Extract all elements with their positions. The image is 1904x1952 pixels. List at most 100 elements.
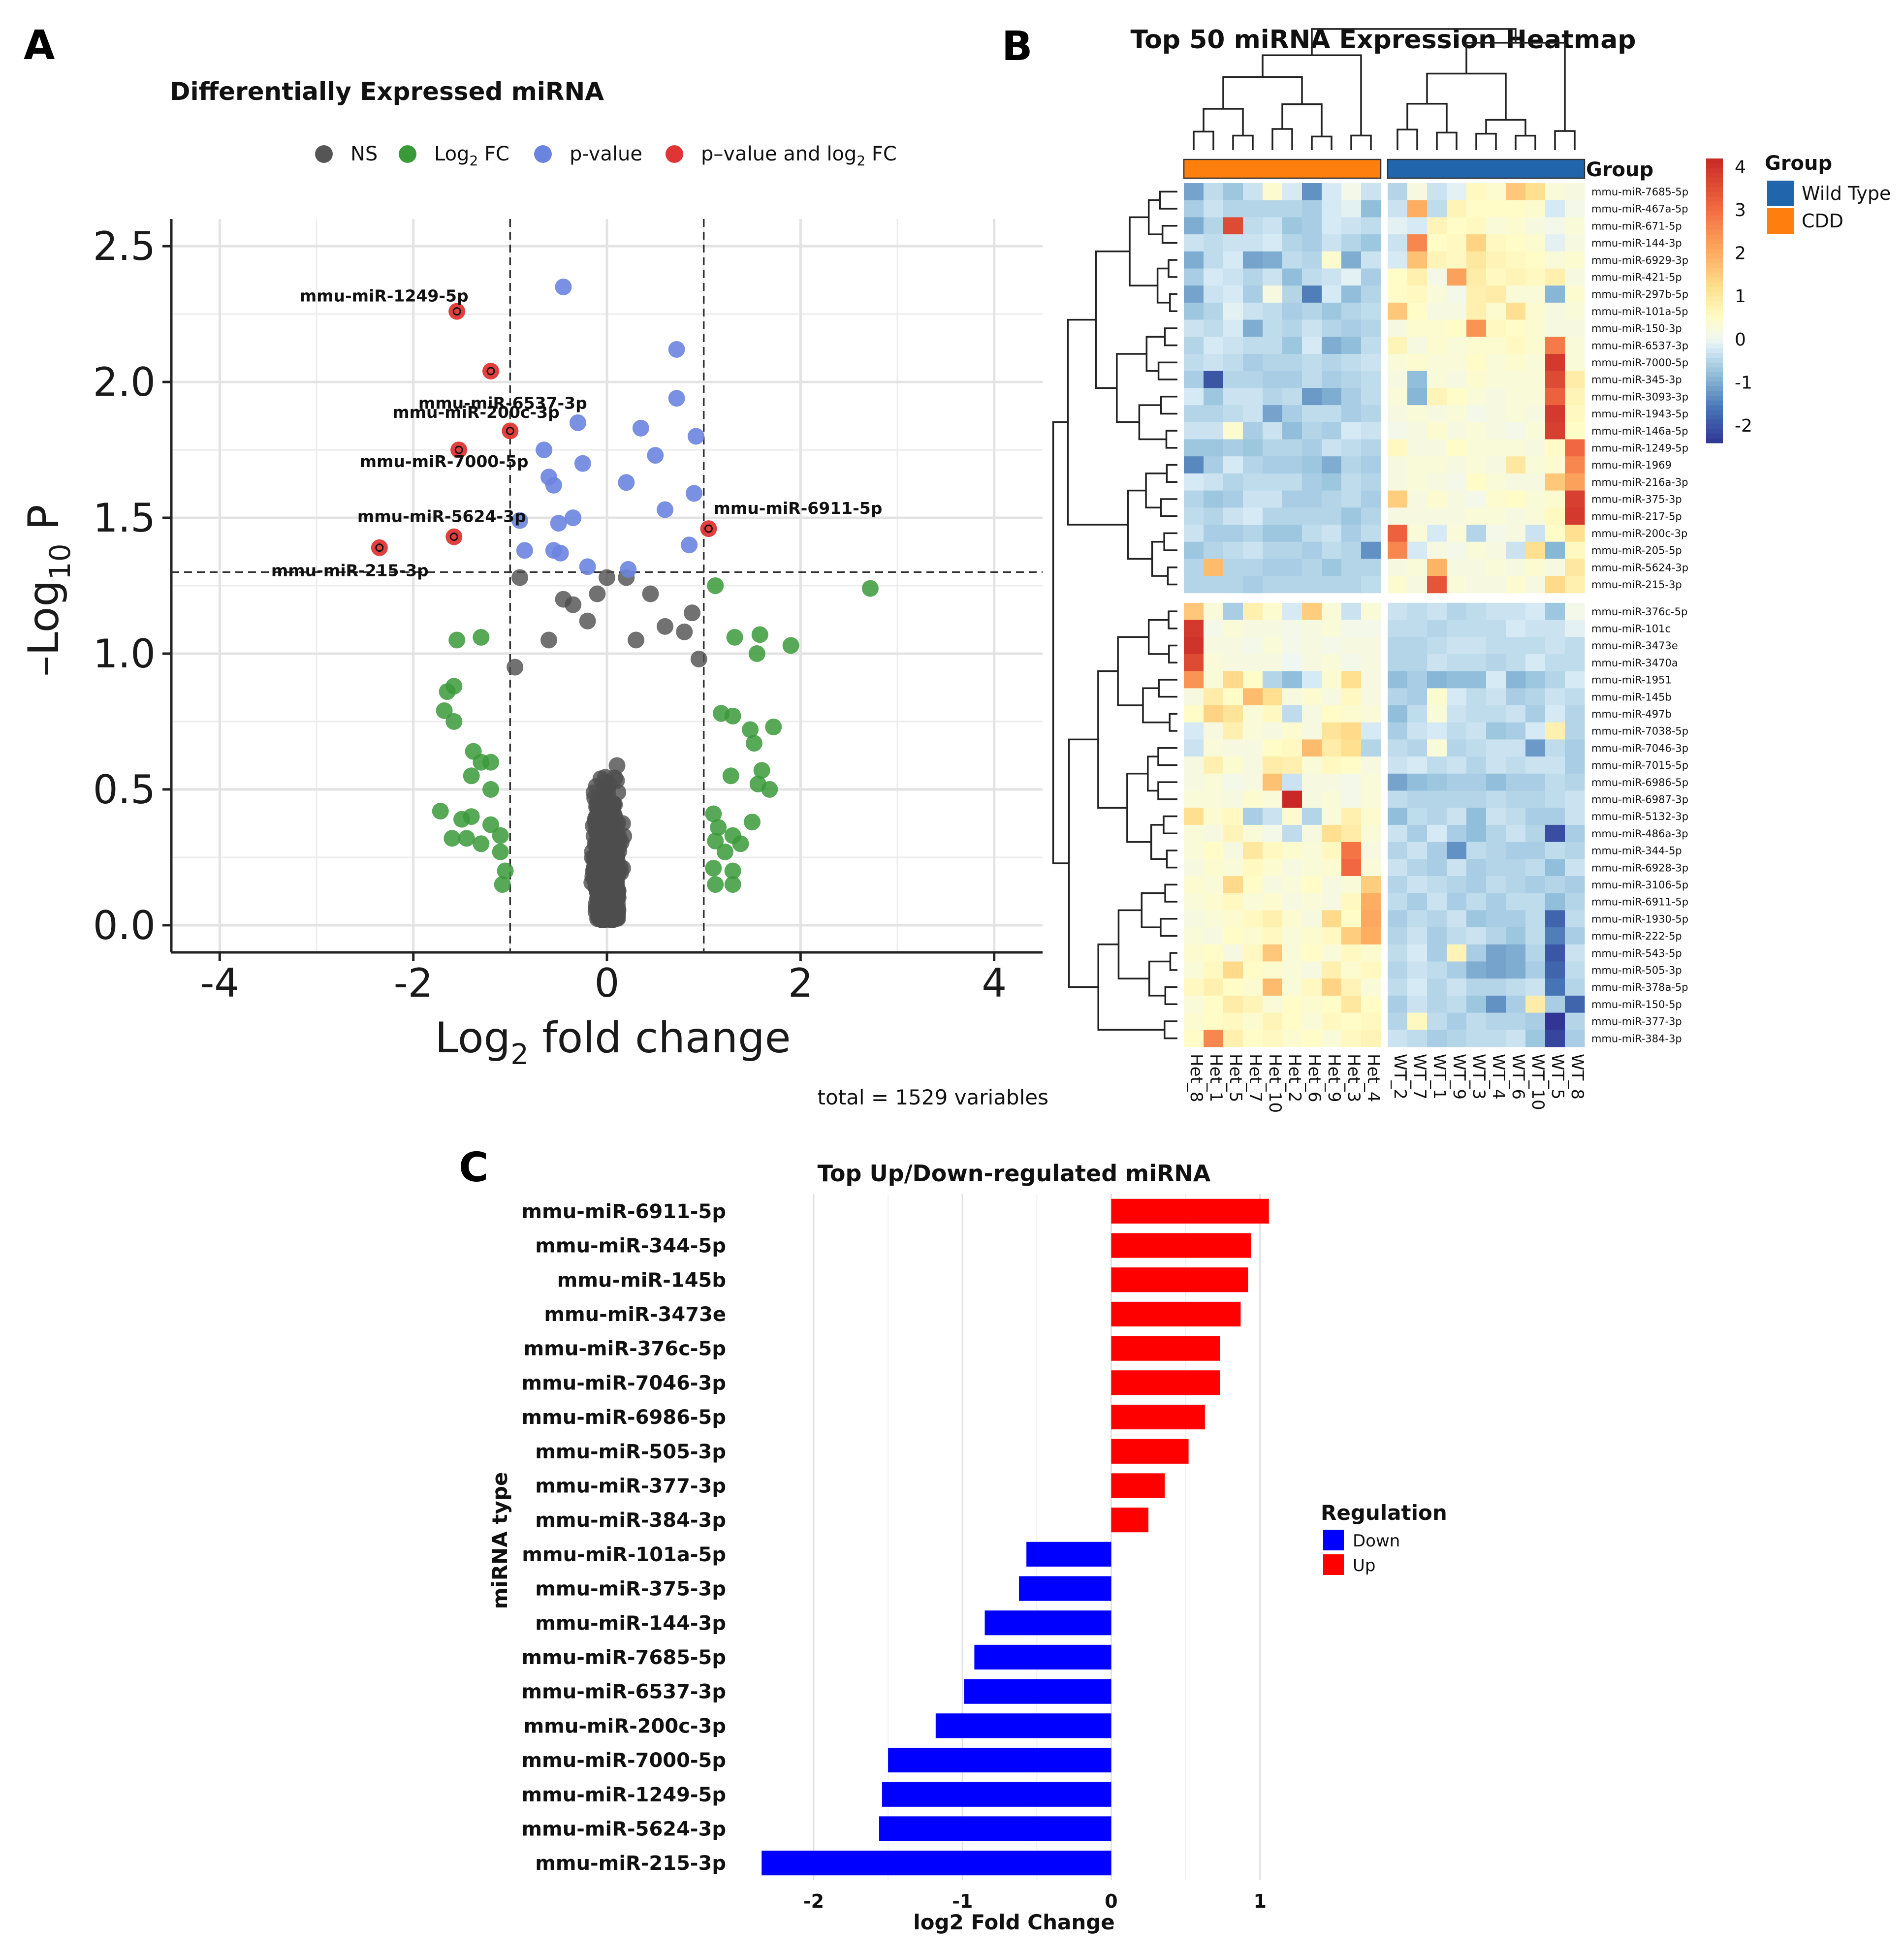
heatmap-cell [1407, 422, 1428, 440]
heatmap-cell [1322, 405, 1342, 423]
heatmap-cell [1302, 944, 1322, 962]
heatmap-cell [1263, 541, 1283, 559]
heatmap-cell [1486, 268, 1506, 286]
heatmap-cell [1223, 654, 1243, 672]
heatmap-cell [1341, 319, 1362, 337]
heatmap-cell [1302, 773, 1322, 791]
row-dendrogram-branch [1163, 532, 1177, 551]
heatmap-cell [1565, 654, 1585, 672]
heatmap-cell [1447, 859, 1467, 877]
heatmap-cell [1184, 251, 1204, 269]
heatmap-cell [1223, 319, 1243, 337]
fc-point [432, 803, 449, 820]
heatmap-cell [1282, 541, 1302, 559]
bar-mmu-mir-344-5p [1111, 1233, 1251, 1258]
fc-point [707, 577, 724, 594]
heatmap-cell [1341, 183, 1362, 201]
heatmap-cell [1282, 944, 1302, 962]
heatmap-cell [1388, 405, 1408, 423]
heatmap-cell [1263, 876, 1283, 894]
heatmap-cell [1466, 978, 1487, 996]
heatmap-cell [1184, 388, 1204, 406]
heatmap-cell [1341, 302, 1362, 320]
row-dendrogram-branch [1097, 944, 1165, 1031]
heatmap-cell [1466, 756, 1487, 774]
heatmap-cell [1361, 637, 1381, 655]
heatmap-cell [1447, 285, 1467, 303]
heatmap-cell [1184, 183, 1204, 201]
heatmap-cell [1263, 405, 1283, 423]
heatmap-cell [1341, 337, 1362, 354]
heatmap-cell [1545, 268, 1565, 286]
y-tick-label: 2.5 [93, 223, 156, 269]
column-dendrogram-branch [1262, 54, 1362, 136]
heatmap-cell [1282, 824, 1302, 843]
heatmap-cell [1466, 705, 1487, 723]
column-label-het-10: Het_10 [1265, 1054, 1285, 1113]
heatmap-cell [1565, 620, 1585, 637]
regulation-legend-label-down: Down [1353, 1531, 1400, 1551]
legend-marker-ns [315, 145, 333, 163]
heatmap-cell [1263, 671, 1283, 689]
heatmap-cell [1545, 490, 1565, 508]
heatmap-cell [1407, 688, 1428, 706]
bar-mmu-mir-7685-5p [974, 1644, 1111, 1670]
column-label-het-4: Het_4 [1364, 1054, 1383, 1102]
heatmap-cell [1447, 637, 1467, 655]
heatmap-cell [1204, 602, 1224, 620]
category-label-mmu-mir-384-3p: mmu-miR-384-3p [535, 1509, 726, 1532]
fc-point [439, 683, 456, 700]
heatmap-cell [1388, 995, 1408, 1013]
heatmap-cell [1565, 739, 1585, 757]
category-label-mmu-mir-505-3p: mmu-miR-505-3p [535, 1441, 726, 1463]
fc-point [707, 876, 724, 893]
heatmap-cell [1223, 978, 1243, 996]
heatmap-cell [1322, 490, 1342, 508]
heatmap-cell [1243, 337, 1263, 354]
heatmap-cell [1466, 507, 1487, 525]
heatmap-cell [1322, 654, 1342, 672]
heatmap-cell [1184, 456, 1204, 474]
heatmap-cell [1223, 961, 1243, 979]
p-value-point [555, 278, 572, 295]
heatmap-cell [1322, 995, 1342, 1013]
heatmap-cell [1388, 790, 1408, 808]
heatmap-cell [1223, 739, 1243, 757]
point-label-mmu-mir-5624-3p: mmu-miR-5624-3p [357, 507, 526, 526]
heatmap-cell [1466, 302, 1487, 320]
heatmap-cell [1282, 961, 1302, 979]
heatmap-cell [1341, 388, 1362, 406]
heatmap-cell [1545, 756, 1565, 774]
ns-point [684, 604, 701, 622]
row-dendrogram-branch [1169, 713, 1177, 732]
heatmap-cell [1506, 722, 1526, 740]
heatmap-cell [1466, 371, 1487, 388]
heatmap-cell [1545, 859, 1565, 877]
heatmap-cell [1545, 705, 1565, 723]
heatmap-cell [1302, 637, 1322, 655]
heatmap-cell [1361, 559, 1381, 576]
heatmap-cell [1243, 602, 1263, 620]
heatmap-cell [1282, 422, 1302, 440]
p-value-point [657, 501, 673, 518]
ns-point [579, 612, 596, 630]
heatmap-cell [1223, 790, 1243, 808]
column-dendrogram-branch [1426, 72, 1507, 120]
heatmap-cell [1427, 808, 1447, 825]
color-scale-segment [1706, 172, 1723, 178]
color-scale-tick-label: 2 [1735, 244, 1746, 264]
heatmap-cell [1322, 842, 1342, 859]
heatmap-cell [1407, 842, 1428, 859]
heatmap-cell [1506, 910, 1526, 928]
heatmap-cell [1263, 773, 1283, 791]
column-label-wt-3: WT_3 [1469, 1054, 1489, 1100]
heatmap-cell [1302, 337, 1322, 354]
heatmap-cell [1322, 183, 1342, 201]
heatmap-cell [1361, 541, 1381, 559]
heatmap-cell [1341, 671, 1362, 689]
heatmap-cell [1506, 944, 1526, 962]
heatmap-cell [1447, 927, 1467, 945]
heatmap-cell [1407, 302, 1428, 320]
heatmap-cell [1565, 722, 1585, 740]
heatmap-cell [1361, 183, 1381, 201]
